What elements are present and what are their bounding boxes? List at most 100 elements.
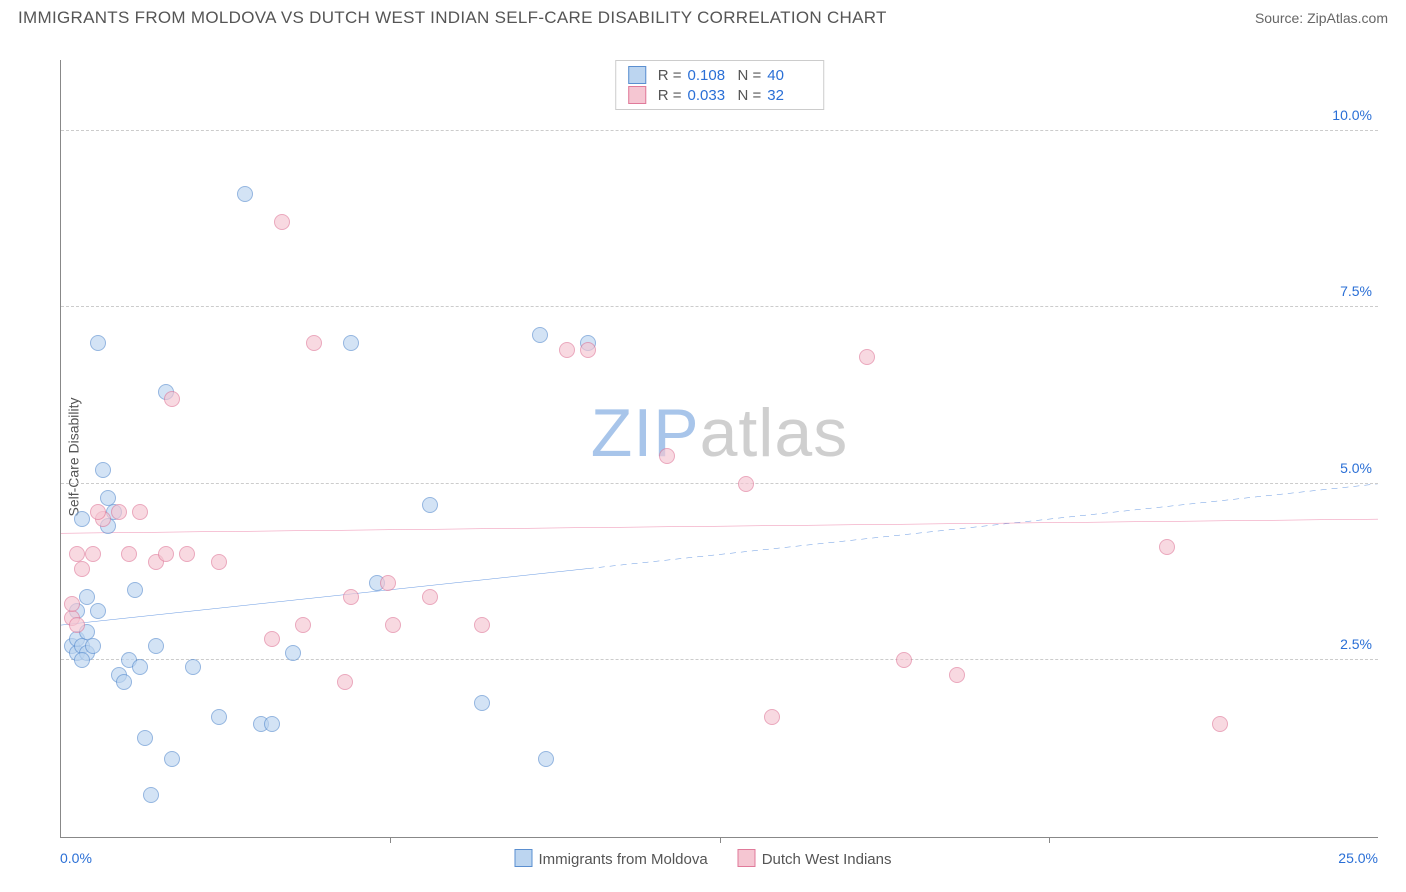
- correlation-row: R = 0.108 N = 40: [628, 65, 812, 85]
- legend-swatch-icon: [628, 66, 646, 84]
- n-label: N =: [738, 67, 762, 84]
- r-value: 0.033: [688, 87, 732, 104]
- source-label: Source: ZipAtlas.com: [1255, 10, 1388, 26]
- data-point-dutch: [949, 667, 965, 683]
- x-axis-max-label: 25.0%: [1338, 850, 1378, 866]
- data-point-dutch: [179, 546, 195, 562]
- data-point-dutch: [337, 674, 353, 690]
- watermark-part2: atlas: [700, 395, 849, 471]
- legend-swatch-icon: [738, 849, 756, 867]
- gridline: [61, 306, 1378, 307]
- data-point-moldova: [237, 186, 253, 202]
- series-legend: Immigrants from Moldova Dutch West Indian…: [514, 849, 891, 868]
- data-point-moldova: [95, 462, 111, 478]
- legend-item-dutch: Dutch West Indians: [738, 849, 892, 868]
- data-point-moldova: [85, 638, 101, 654]
- watermark: ZIPatlas: [591, 394, 848, 472]
- data-point-dutch: [764, 709, 780, 725]
- r-value: 0.108: [688, 67, 732, 84]
- data-point-moldova: [343, 335, 359, 351]
- data-point-dutch: [64, 596, 80, 612]
- chart-container: Self-Care Disability ZIPatlas R =0.108N …: [18, 40, 1388, 874]
- legend-label: Immigrants from Moldova: [538, 851, 707, 868]
- correlation-row: R = 0.033 N = 32: [628, 85, 812, 105]
- data-point-moldova: [116, 674, 132, 690]
- data-point-dutch: [1212, 716, 1228, 732]
- data-point-moldova: [148, 638, 164, 654]
- data-point-moldova: [100, 490, 116, 506]
- y-tick-label: 10.0%: [1332, 107, 1372, 123]
- data-point-dutch: [264, 631, 280, 647]
- trend-line-moldova: [588, 484, 1378, 569]
- trend-line-moldova: [61, 569, 588, 626]
- data-point-moldova: [137, 730, 153, 746]
- n-label: N =: [738, 87, 762, 104]
- data-point-dutch: [295, 617, 311, 633]
- data-point-dutch: [306, 335, 322, 351]
- x-tick: [1049, 837, 1050, 843]
- data-point-moldova: [211, 709, 227, 725]
- data-point-moldova: [185, 659, 201, 675]
- data-point-moldova: [90, 335, 106, 351]
- chart-title: IMMIGRANTS FROM MOLDOVA VS DUTCH WEST IN…: [18, 8, 887, 28]
- y-tick-label: 7.5%: [1340, 283, 1372, 299]
- x-tick: [390, 837, 391, 843]
- data-point-dutch: [474, 617, 490, 633]
- data-point-moldova: [74, 652, 90, 668]
- legend-swatch-icon: [514, 849, 532, 867]
- r-label: R =: [658, 67, 682, 84]
- data-point-moldova: [285, 645, 301, 661]
- data-point-moldova: [422, 497, 438, 513]
- data-point-dutch: [896, 652, 912, 668]
- data-point-dutch: [859, 349, 875, 365]
- data-point-moldova: [532, 327, 548, 343]
- data-point-moldova: [132, 659, 148, 675]
- data-point-dutch: [164, 391, 180, 407]
- data-point-dutch: [158, 546, 174, 562]
- data-point-moldova: [538, 751, 554, 767]
- data-point-moldova: [264, 716, 280, 732]
- trend-line-dutch: [61, 519, 1378, 533]
- n-value: 40: [767, 67, 811, 84]
- correlation-legend: R = 0.108 N = 40 R = 0.033 N = 32: [615, 60, 825, 110]
- data-point-dutch: [385, 617, 401, 633]
- r-label: R =: [658, 87, 682, 104]
- data-point-dutch: [380, 575, 396, 591]
- data-point-dutch: [69, 617, 85, 633]
- data-point-dutch: [422, 589, 438, 605]
- y-tick-label: 5.0%: [1340, 460, 1372, 476]
- data-point-moldova: [474, 695, 490, 711]
- data-point-dutch: [121, 546, 137, 562]
- data-point-dutch: [211, 554, 227, 570]
- gridline: [61, 130, 1378, 131]
- data-point-dutch: [1159, 539, 1175, 555]
- data-point-dutch: [580, 342, 596, 358]
- data-point-dutch: [738, 476, 754, 492]
- data-point-dutch: [90, 504, 106, 520]
- gridline: [61, 659, 1378, 660]
- data-point-dutch: [659, 448, 675, 464]
- data-point-dutch: [559, 342, 575, 358]
- data-point-dutch: [85, 546, 101, 562]
- gridline: [61, 483, 1378, 484]
- data-point-dutch: [343, 589, 359, 605]
- data-point-moldova: [143, 787, 159, 803]
- x-tick: [720, 837, 721, 843]
- data-point-moldova: [79, 589, 95, 605]
- data-point-dutch: [111, 504, 127, 520]
- data-point-moldova: [74, 511, 90, 527]
- n-value: 32: [767, 87, 811, 104]
- data-point-dutch: [274, 214, 290, 230]
- legend-label: Dutch West Indians: [762, 851, 892, 868]
- y-tick-label: 2.5%: [1340, 636, 1372, 652]
- data-point-dutch: [132, 504, 148, 520]
- legend-swatch-icon: [628, 86, 646, 104]
- legend-item-moldova: Immigrants from Moldova: [514, 849, 707, 868]
- data-point-moldova: [90, 603, 106, 619]
- watermark-part1: ZIP: [591, 395, 700, 471]
- x-axis-min-label: 0.0%: [60, 850, 92, 866]
- data-point-dutch: [74, 561, 90, 577]
- data-point-moldova: [164, 751, 180, 767]
- plot-area: ZIPatlas R = 0.108 N = 40 R = 0.033 N = 32 2.5%…: [60, 60, 1378, 838]
- data-point-moldova: [127, 582, 143, 598]
